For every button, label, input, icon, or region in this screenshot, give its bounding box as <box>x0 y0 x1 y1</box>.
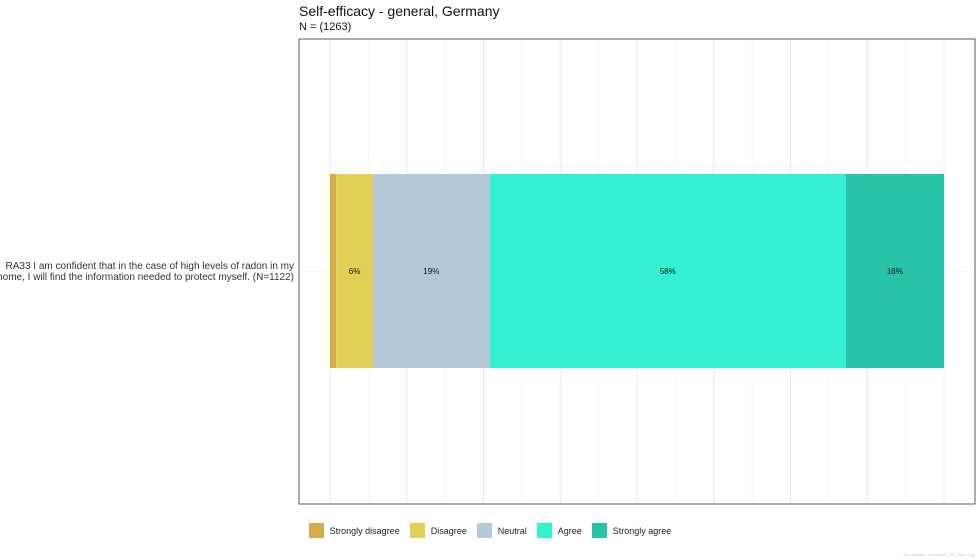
bar-value-label: 16% <box>887 267 903 276</box>
bar-segment-disagree <box>336 174 373 368</box>
bar-value-label: 58% <box>660 267 676 276</box>
legend-item-disagree: Disagree <box>409 523 467 538</box>
bar-segment-strongly-agree <box>845 174 944 368</box>
category-labels: RA33 I am confident that in the case of … <box>0 261 294 283</box>
legend-swatch <box>476 523 492 538</box>
legend-label: Neutral <box>497 525 527 536</box>
bar-segment-strongly-disagree <box>330 174 337 368</box>
legend-label: Agree <box>557 525 582 536</box>
legend-label: Strongly agree <box>612 525 672 536</box>
legend-swatch <box>591 523 607 538</box>
bar-value-label: 6% <box>349 267 361 276</box>
legend-item-strongly-agree: Strongly agree <box>591 523 672 538</box>
legend-label: Disagree <box>430 525 467 536</box>
chart-subtitle: N = (1263) <box>299 21 352 33</box>
bar-value-label: 19% <box>423 267 439 276</box>
watermark: Self-efficacy_information_DE_Merc.png <box>903 552 974 557</box>
bar-segment-neutral <box>372 174 490 368</box>
chart-title: Self-efficacy - general, Germany <box>299 3 500 19</box>
legend-swatch <box>409 523 425 538</box>
bar-segment-agree <box>489 174 846 368</box>
legend-item-strongly-disagree: Strongly disagree <box>308 523 400 538</box>
legend: Strongly disagree Disagree Neutral Agree Str… <box>0 523 980 538</box>
bar-value-labels: 6% 19% 58% 16% <box>349 267 903 276</box>
category-label: RA33 I am confident that in the case of … <box>0 261 294 283</box>
legend-label: Strongly disagree <box>329 525 400 536</box>
legend-swatch <box>536 523 552 538</box>
legend-item-neutral: Neutral <box>476 523 527 538</box>
bar-segments <box>330 174 944 368</box>
legend-item-agree: Agree <box>536 523 582 538</box>
legend-swatch <box>308 523 324 538</box>
